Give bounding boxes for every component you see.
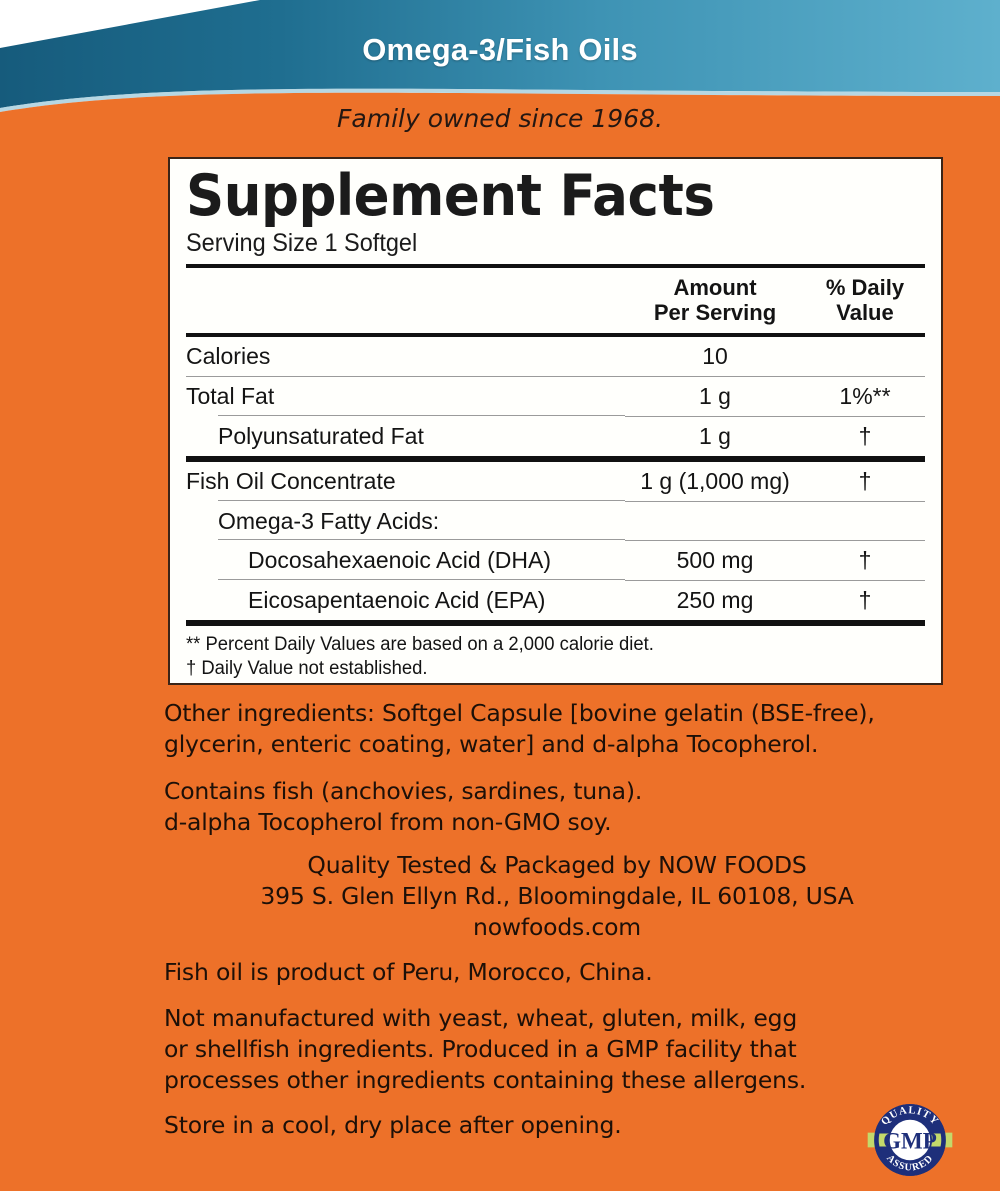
allergen-line-2: or shellfish ingredients. Produced in a …: [164, 1035, 797, 1063]
table-row: Eicosapentaenoic Acid (EPA) 250 mg †: [186, 579, 925, 624]
header-amount-line2: Per Serving: [653, 300, 777, 325]
table-row: Calories 10: [186, 333, 925, 377]
row-name: Calories: [186, 333, 625, 377]
row-daily-value: †: [805, 540, 925, 581]
fish-oil-origin-text: Fish oil is product of Peru, Morocco, Ch…: [164, 958, 653, 986]
tocopherol-source-line: d-alpha Tocopherol from non-GMO soy.: [164, 808, 612, 836]
contains-fish-line: Contains fish (anchovies, sardines, tuna…: [164, 777, 643, 805]
supplement-facts-table: Amount Per Serving % Daily Value Calorie…: [186, 264, 925, 629]
header-amount-per-serving: Amount Per Serving: [625, 264, 805, 335]
other-ingredients-text: Other ingredients: Softgel Capsule [bovi…: [164, 699, 875, 758]
row-amount: 10: [625, 333, 805, 377]
row-name: Docosahexaenoic Acid (DHA): [186, 539, 625, 581]
row-amount: 1 g (1,000 mg): [625, 456, 805, 502]
table-header-row: Amount Per Serving % Daily Value: [186, 264, 925, 335]
row-name: Omega-3 Fatty Acids:: [186, 500, 625, 541]
table-row: Fish Oil Concentrate 1 g (1,000 mg) †: [186, 456, 925, 502]
storage-instructions: Store in a cool, dry place after opening…: [164, 1111, 622, 1139]
table-row: Omega-3 Fatty Acids:: [186, 500, 925, 541]
row-daily-value: †: [805, 416, 925, 459]
header-nutrient: [186, 264, 625, 335]
supplement-facts-panel: Supplement Facts Serving Size 1 Softgel …: [168, 157, 943, 685]
row-daily-value: [805, 333, 925, 377]
page-title: Omega-3/Fish Oils: [362, 32, 638, 67]
row-daily-value: †: [805, 456, 925, 502]
row-amount: 500 mg: [625, 540, 805, 581]
header-dv-line1: % Daily: [825, 275, 905, 300]
contains-fish-block: Contains fish (anchovies, sardines, tuna…: [164, 776, 954, 838]
footnote-daily-value-not-established: † Daily Value not established.: [186, 658, 428, 679]
row-name: Total Fat: [186, 376, 625, 417]
row-amount: [625, 501, 805, 541]
serving-size: Serving Size 1 Softgel: [186, 229, 418, 257]
allergen-line-3: processes other ingredients containing t…: [164, 1066, 807, 1094]
table-row: Docosahexaenoic Acid (DHA) 500 mg †: [186, 539, 925, 581]
company-website[interactable]: nowfoods.com: [473, 913, 641, 941]
badge-center-text: GMP: [883, 1128, 937, 1153]
row-amount: 1 g: [625, 376, 805, 417]
row-name: Polyunsaturated Fat: [186, 415, 625, 460]
table-row: Polyunsaturated Fat 1 g †: [186, 415, 925, 460]
row-daily-value: 1%**: [805, 376, 925, 417]
row-amount: 1 g: [625, 416, 805, 459]
allergen-line-1: Not manufactured with yeast, wheat, glut…: [164, 1004, 798, 1032]
table-row: Total Fat 1 g 1%**: [186, 376, 925, 417]
footnote-percent-daily-value: ** Percent Daily Values are based on a 2…: [186, 634, 654, 655]
header-daily-value: % Daily Value: [805, 264, 925, 335]
supplement-facts-title: Supplement Facts: [186, 163, 715, 229]
gmp-quality-assured-badge-icon: QUALITY ASSURED GMP: [864, 1094, 956, 1186]
tagline: Family owned since 1968.: [337, 104, 663, 133]
company-block: Quality Tested & Packaged by NOW FOODS 3…: [164, 850, 950, 943]
company-address-line: 395 S. Glen Ellyn Rd., Bloomingdale, IL …: [260, 882, 854, 910]
row-daily-value: †: [805, 580, 925, 623]
allergen-statement: Not manufactured with yeast, wheat, glut…: [164, 1003, 954, 1096]
header-amount-line1: Amount: [673, 275, 757, 300]
company-quality-line: Quality Tested & Packaged by NOW FOODS: [307, 851, 807, 879]
row-daily-value: [805, 501, 925, 541]
row-amount: 250 mg: [625, 580, 805, 623]
row-name: Eicosapentaenoic Acid (EPA): [186, 579, 625, 624]
header-dv-line2: Value: [836, 300, 894, 325]
row-name: Fish Oil Concentrate: [186, 456, 625, 502]
header-band: [0, 0, 1000, 150]
footnotes: ** Percent Daily Values are based on a 2…: [186, 626, 903, 681]
